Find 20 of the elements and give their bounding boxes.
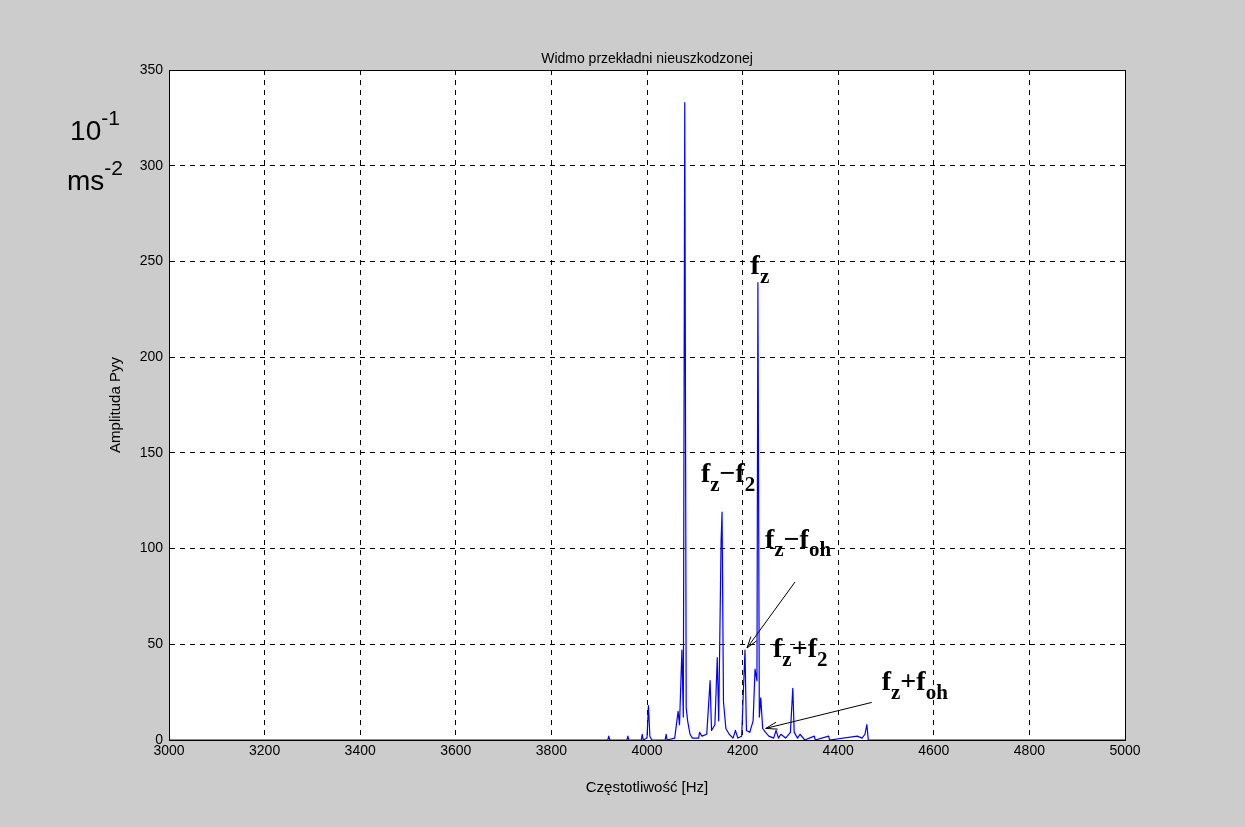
x-tick-label: 4200 — [727, 742, 759, 759]
x-tick-label: 4000 — [631, 742, 663, 759]
y-tick-label: 200 — [139, 348, 164, 364]
x-tick-label: 4400 — [822, 742, 854, 759]
x-tick-label: 3200 — [249, 742, 281, 759]
y-tick-label: 50 — [147, 635, 164, 652]
x-tick-label: 3600 — [440, 742, 472, 759]
x-tick-label: 3800 — [535, 742, 568, 759]
x-tick-label: 4600 — [918, 742, 950, 759]
x-axis-title: Częstotliwość [Hz] — [585, 778, 709, 795]
y-tick-label: 150 — [139, 443, 164, 460]
y-tick-label: 100 — [139, 539, 164, 556]
y-tick-label: 350 — [139, 60, 164, 77]
y-tick-label: 250 — [139, 252, 164, 269]
x-tick-label: 4800 — [1013, 742, 1046, 759]
y-axis-title: Amplituda Pyy — [106, 356, 124, 453]
x-tick-label: 5000 — [1109, 742, 1141, 759]
y-tick-label: 300 — [139, 156, 164, 173]
x-tick-label: 3400 — [344, 742, 376, 759]
chart-title: Widmo przekładni nieuszkodzonej — [541, 49, 753, 66]
